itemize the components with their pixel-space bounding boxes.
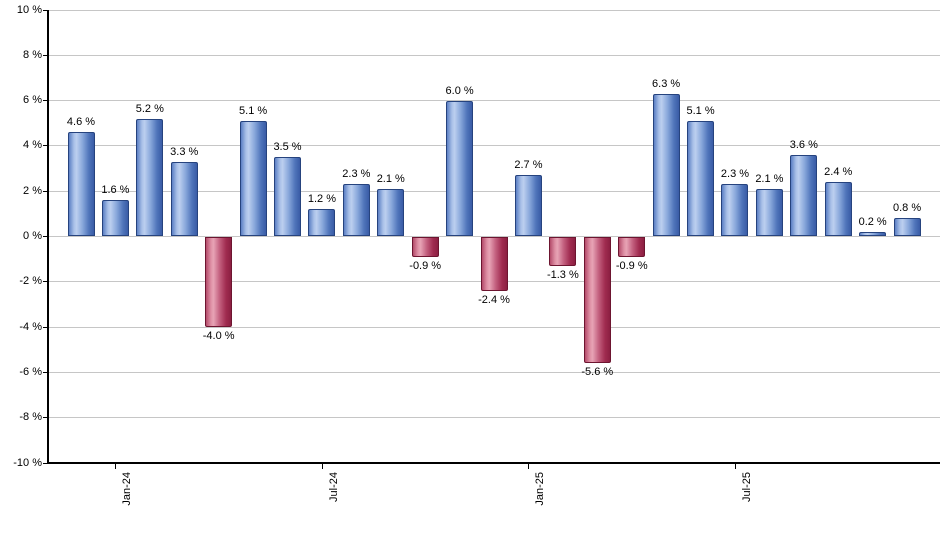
y-axis-tick <box>43 326 48 328</box>
x-axis-label: Jan-24 <box>121 472 134 506</box>
bar <box>618 236 646 257</box>
bar <box>824 182 852 237</box>
y-axis-tick <box>43 417 48 419</box>
bar <box>239 120 267 237</box>
bar-value-label: -0.9 % <box>409 259 442 272</box>
bar-value-label: 0.2 % <box>858 215 887 228</box>
gridline <box>48 9 940 11</box>
bar <box>480 236 508 291</box>
bar-value-label: 3.5 % <box>273 141 302 154</box>
y-axis-label: -6 % <box>19 365 42 378</box>
gridline <box>48 145 940 147</box>
x-axis-tick <box>321 464 323 469</box>
y-axis-label: 0 % <box>23 230 42 242</box>
bar-value-label: 2.4 % <box>824 166 853 179</box>
bar-value-label: -4.0 % <box>202 330 235 343</box>
bar-value-label: 4.6 % <box>66 116 96 129</box>
bar-value-label: 2.1 % <box>755 172 784 185</box>
bar-value-label: -0.9 % <box>615 259 648 272</box>
bar <box>67 132 95 237</box>
gridline <box>48 100 940 102</box>
gridline <box>48 54 940 56</box>
bar <box>859 231 887 237</box>
bar <box>721 184 749 237</box>
bar <box>342 184 370 237</box>
x-axis-label: Jul-25 <box>740 472 753 502</box>
bar <box>687 120 715 237</box>
bar <box>170 161 198 237</box>
bar <box>755 188 783 237</box>
bar-value-label: 2.1 % <box>376 172 405 185</box>
y-axis-tick <box>43 9 48 11</box>
bar <box>308 209 336 237</box>
x-axis-tick <box>528 464 530 469</box>
bar-value-label: -1.3 % <box>546 268 579 281</box>
y-axis-tick <box>43 54 48 56</box>
y-axis-label: -2 % <box>19 275 42 288</box>
bar <box>652 93 680 237</box>
bar-value-label: 2.7 % <box>514 159 543 172</box>
y-axis-label: 4 % <box>23 139 42 152</box>
y-axis-label: 2 % <box>23 184 42 197</box>
bar-value-label: -2.4 % <box>478 293 510 306</box>
y-axis-line <box>47 10 49 464</box>
y-axis-tick <box>43 371 48 373</box>
bar-value-label: 6.3 % <box>652 77 681 90</box>
y-axis-label: 6 % <box>23 94 42 107</box>
x-axis-tick <box>115 464 117 469</box>
bar <box>893 218 921 237</box>
x-axis-label: Jul-24 <box>327 472 340 502</box>
bar <box>101 200 129 237</box>
gridline <box>48 326 940 328</box>
gridline <box>48 190 940 192</box>
y-axis-tick <box>43 462 48 464</box>
y-axis-label: 8 % <box>23 48 42 61</box>
bar <box>274 157 302 237</box>
bar-value-label: 6.0 % <box>445 84 474 97</box>
bar-value-label: 2.3 % <box>720 168 750 181</box>
bar-value-label: 5.1 % <box>686 104 715 117</box>
y-axis-tick <box>43 236 48 237</box>
x-axis-label: Jan-25 <box>534 472 547 506</box>
bar <box>790 154 818 237</box>
bar-value-label: 5.1 % <box>239 104 268 117</box>
bar <box>514 175 542 237</box>
y-axis-label: -10 % <box>13 456 42 469</box>
bar <box>377 188 405 237</box>
gridline <box>48 371 940 373</box>
x-axis-tick <box>734 464 736 469</box>
bar-value-label: 5.2 % <box>135 102 164 115</box>
y-axis-label: 10 % <box>16 3 42 16</box>
y-axis-tick <box>43 281 48 283</box>
y-axis-tick <box>43 100 48 102</box>
y-axis-label: -8 % <box>19 411 42 424</box>
y-axis-label: -4 % <box>19 320 42 333</box>
bar <box>583 236 611 364</box>
bar-value-label: 1.2 % <box>307 193 336 206</box>
bar <box>411 236 439 257</box>
y-axis-tick <box>43 145 48 147</box>
bar-value-label: 0.8 % <box>893 202 922 215</box>
bar <box>446 100 474 237</box>
bar-value-label: 1.6 % <box>101 184 130 197</box>
bar <box>205 236 233 328</box>
x-axis-line <box>47 462 940 464</box>
bar <box>136 118 164 237</box>
bar-value-label: 3.3 % <box>170 145 199 158</box>
bar-value-label: 2.3 % <box>342 168 371 181</box>
bar-value-label: -5.6 % <box>581 366 614 379</box>
gridline <box>48 417 940 419</box>
y-axis-tick <box>43 190 48 192</box>
bar-value-label: 3.6 % <box>789 138 818 151</box>
bar <box>549 236 577 266</box>
